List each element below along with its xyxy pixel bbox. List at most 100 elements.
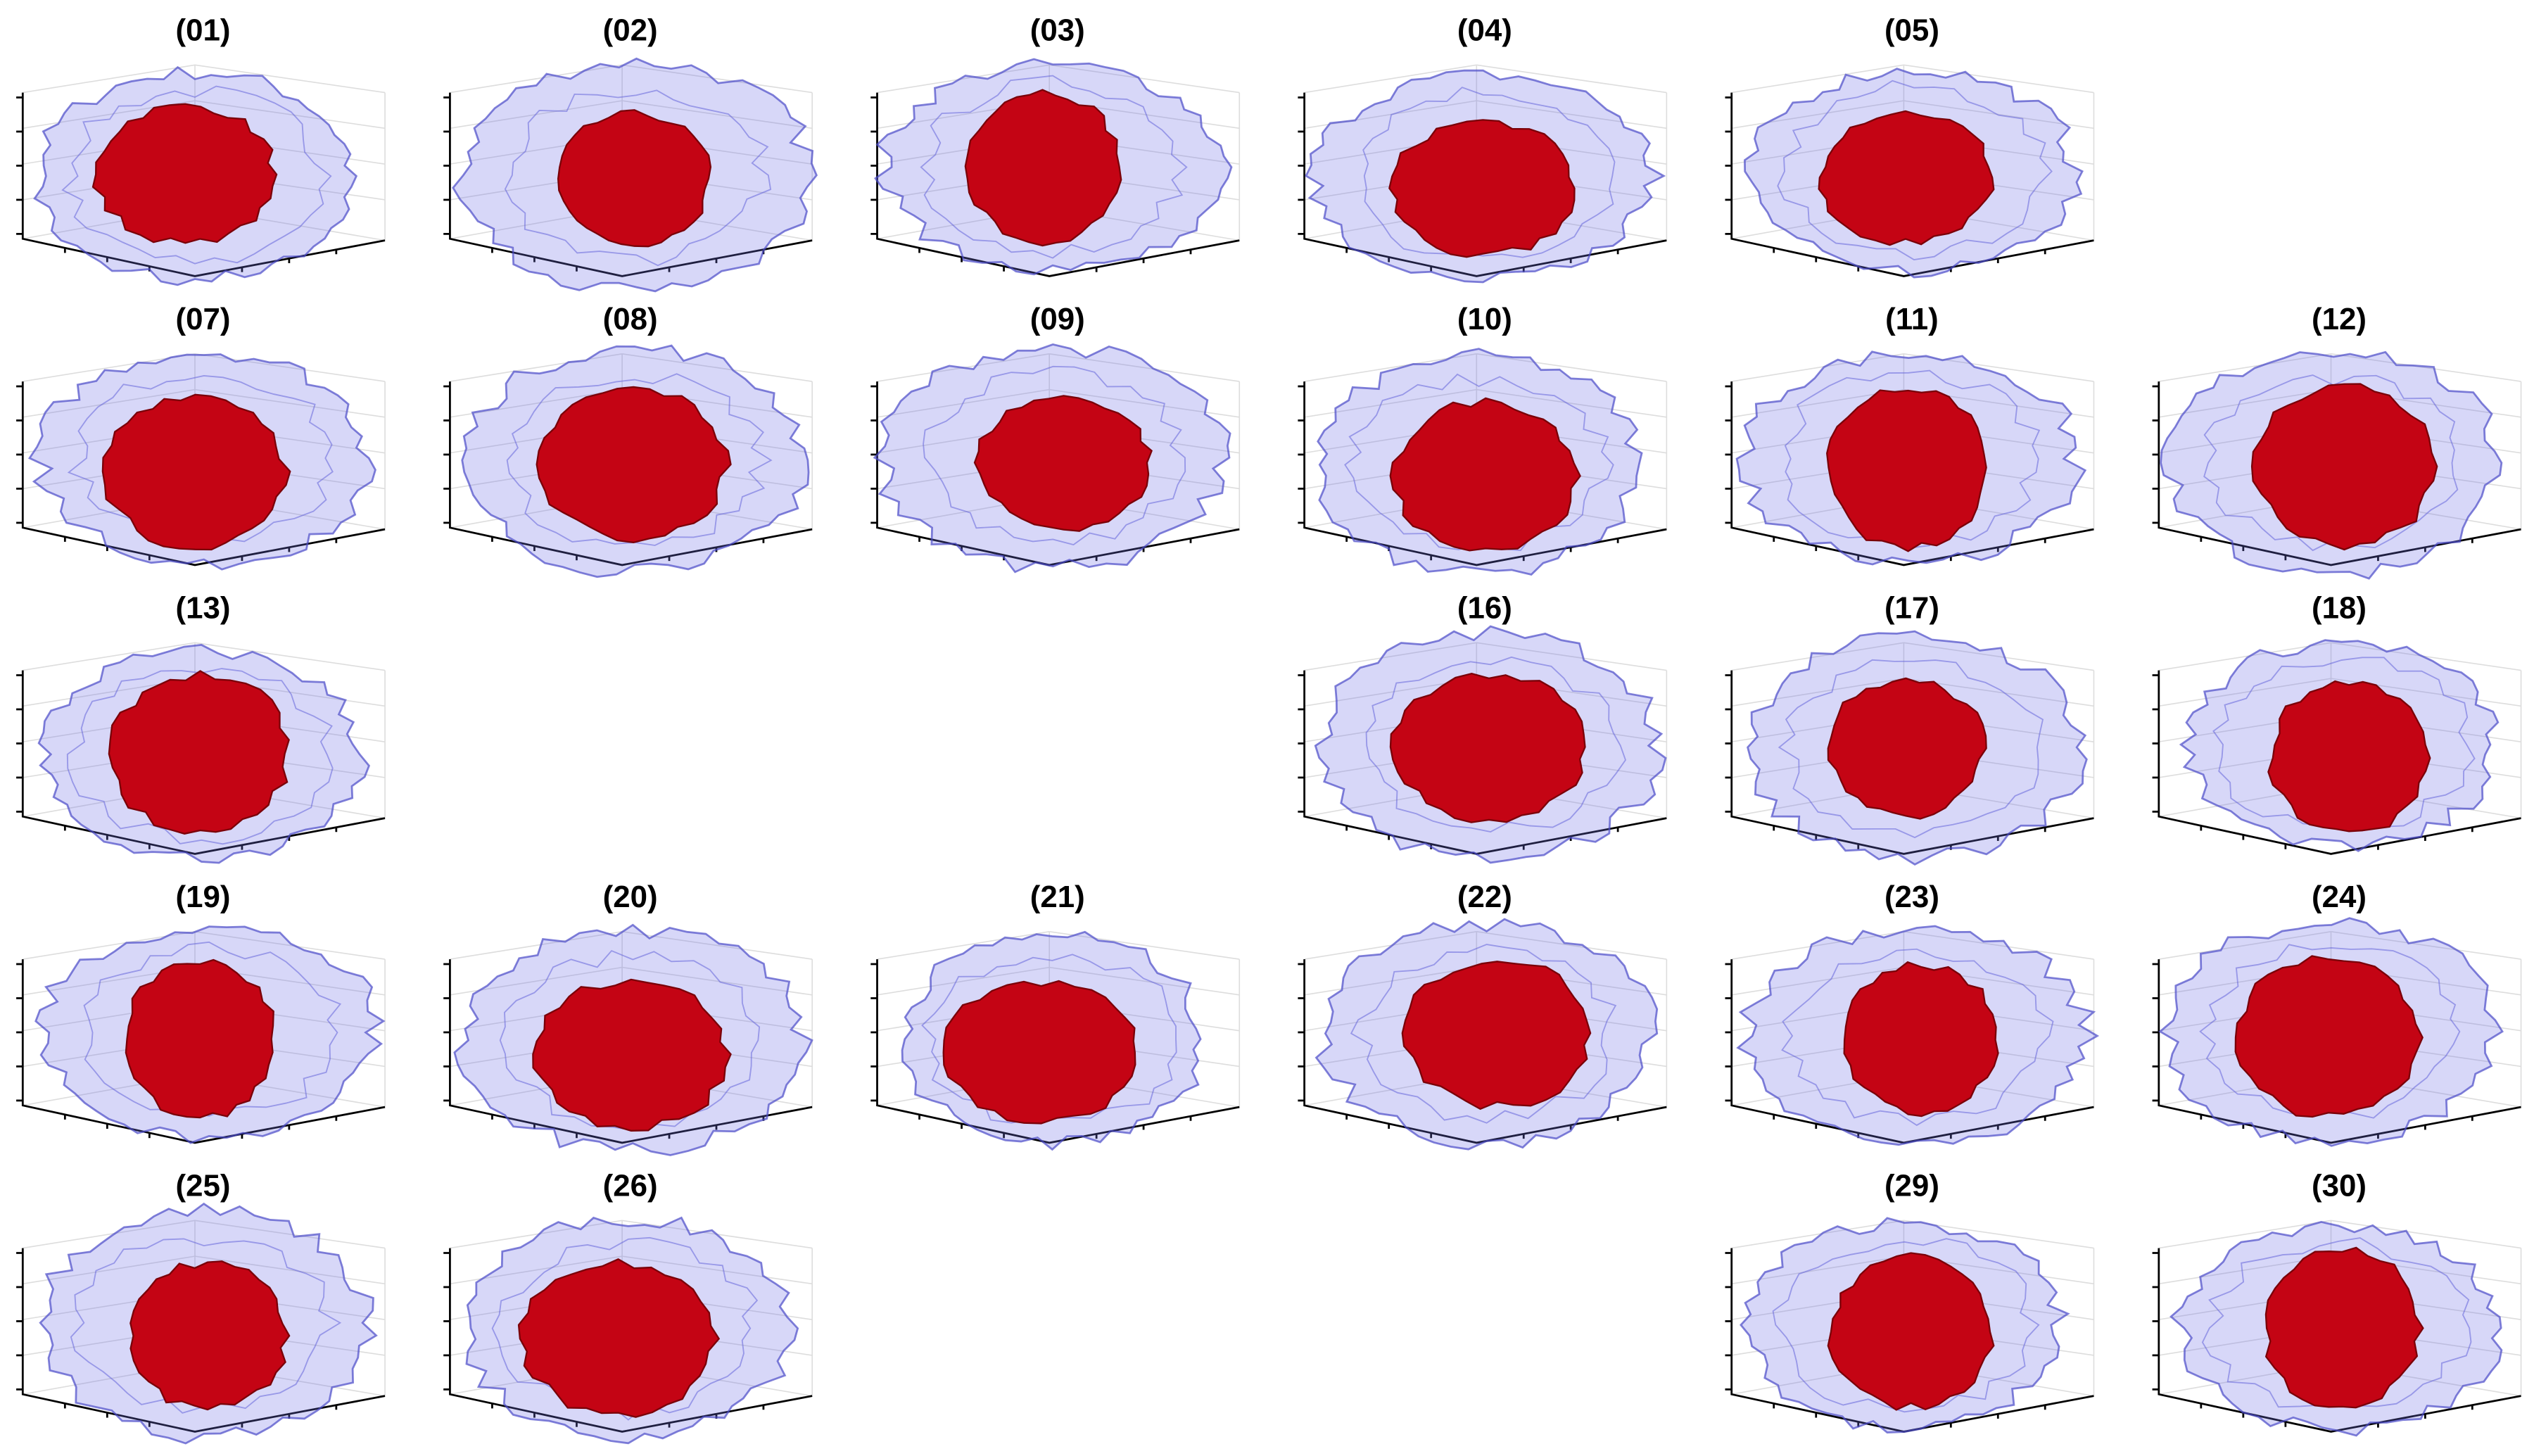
grid-line	[2158, 1220, 2331, 1249]
core-volume	[532, 978, 732, 1132]
grid-line	[1304, 966, 1477, 996]
core-volume	[129, 1260, 291, 1411]
axis-lines	[1725, 959, 2094, 1144]
grid-line	[877, 966, 1050, 996]
grid-line	[194, 642, 386, 671]
grid-line	[2331, 353, 2521, 382]
grid-line	[450, 353, 623, 382]
panel-title: (23)	[1884, 880, 1939, 914]
panel: (21)	[870, 880, 1241, 1151]
axis-lines	[443, 1248, 813, 1433]
grid-line	[194, 931, 386, 960]
grid-line	[2331, 931, 2521, 960]
grid-line	[1903, 64, 2094, 94]
grid-line	[450, 931, 623, 960]
grid-line	[23, 64, 196, 94]
core-volume	[2264, 1246, 2424, 1409]
panel: (13)	[16, 591, 386, 864]
grid-line	[2158, 642, 2331, 671]
panel: (04)	[1298, 13, 1668, 284]
panel-title: (17)	[1884, 591, 1939, 626]
axis-lines	[1298, 959, 1667, 1144]
panel: (17)	[1725, 591, 2095, 866]
panel-title: (24)	[2312, 880, 2367, 914]
core-volume	[536, 386, 732, 543]
grid-line	[1476, 642, 1667, 671]
grid-line	[1049, 353, 1240, 382]
outer-volume	[67, 375, 334, 543]
outer-volume	[1781, 948, 2054, 1127]
panel-title: (18)	[2312, 591, 2367, 626]
grid-line	[2158, 353, 2331, 382]
axis-lines	[2152, 381, 2521, 566]
panel: (09)	[870, 302, 1241, 574]
panel-title: (29)	[1884, 1169, 1939, 1203]
core-volume	[964, 89, 1122, 247]
grid-line	[23, 388, 196, 418]
panel-title: (30)	[2312, 1169, 2367, 1203]
panel-title: (20)	[603, 880, 658, 914]
core-volume	[1388, 119, 1576, 258]
outer-volume	[491, 1236, 759, 1421]
grid-line	[877, 64, 1050, 94]
panel-title: (21)	[1030, 880, 1085, 914]
axis-lines	[1725, 381, 2094, 566]
core-volume	[1389, 672, 1586, 823]
panel: (16)	[1298, 591, 1668, 864]
core-volume	[2234, 955, 2424, 1118]
grid-line	[23, 1255, 196, 1285]
panel: (07)	[16, 302, 386, 571]
core-volume	[557, 109, 712, 248]
grid-line	[2331, 642, 2521, 671]
grid-line	[621, 1255, 813, 1285]
panel-title: (13)	[176, 591, 231, 626]
outer-volume	[70, 1238, 342, 1414]
grid-line	[194, 64, 386, 94]
grid-line	[1731, 642, 1904, 671]
grid-line	[1049, 931, 1240, 960]
outer-volume	[1350, 944, 1617, 1124]
grid-line	[194, 1220, 386, 1249]
grid-line	[1731, 931, 1904, 960]
outer-volume	[2201, 1237, 2472, 1408]
outer-volume	[1362, 87, 1616, 258]
grid-line	[1731, 1220, 1904, 1249]
grid-line	[1049, 64, 1240, 94]
grid-line	[1476, 931, 1667, 960]
panel: (18)	[2152, 591, 2522, 855]
panel: (01)	[16, 13, 386, 286]
grid-line	[194, 100, 386, 129]
grid-line	[1304, 642, 1477, 671]
outer-volume	[923, 365, 1186, 546]
grid-line	[1476, 388, 1667, 418]
outer-volume	[920, 75, 1188, 259]
axis-lines	[443, 381, 813, 566]
outer-volume	[1772, 1238, 2040, 1413]
grid-line	[23, 642, 196, 671]
core-volume	[125, 958, 274, 1119]
grid-line	[450, 1255, 623, 1285]
core-volume	[973, 395, 1153, 532]
grid-line	[194, 1255, 386, 1285]
panel: (12)	[2152, 302, 2522, 580]
panel-title: (25)	[176, 1169, 231, 1203]
panel: (08)	[443, 302, 813, 578]
panel: (19)	[16, 880, 386, 1144]
axis-lines	[16, 959, 386, 1144]
axis-lines	[16, 1248, 386, 1433]
panel-title: (04)	[1457, 13, 1512, 48]
panel-title: (22)	[1457, 880, 1512, 914]
core-volume	[1826, 389, 1987, 552]
outer-volume	[1365, 656, 1626, 833]
panel-title: (05)	[1884, 13, 1939, 48]
panel: (11)	[1725, 302, 2095, 566]
panel: (29)	[1725, 1169, 2095, 1433]
axis-lines	[870, 959, 1240, 1144]
panel-title: (16)	[1457, 591, 1512, 626]
axis-line	[449, 1248, 813, 1433]
grid-line	[450, 1220, 623, 1249]
grid-line	[1049, 966, 1240, 996]
panel-title: (26)	[603, 1169, 658, 1203]
panel-title: (02)	[603, 13, 658, 48]
